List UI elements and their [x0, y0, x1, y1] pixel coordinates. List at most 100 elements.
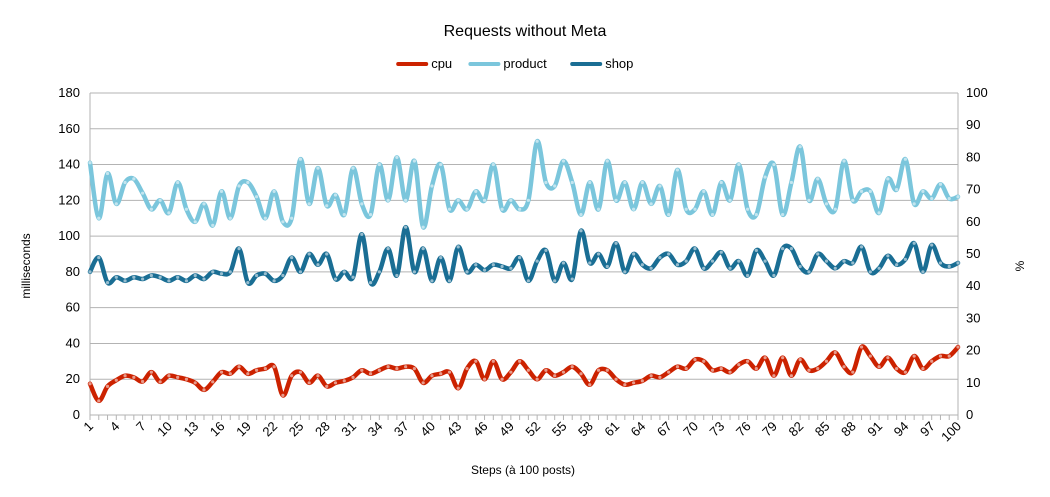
- data-point-cpu: [526, 368, 530, 372]
- data-point-shop: [667, 252, 671, 256]
- data-point-shop: [281, 273, 285, 278]
- data-point-product: [807, 198, 811, 202]
- data-point-product: [360, 202, 364, 206]
- data-point-product: [509, 198, 513, 202]
- data-point-product: [754, 213, 758, 217]
- data-point-cpu: [491, 359, 495, 363]
- data-point-shop: [535, 259, 539, 263]
- x-axis-ticks: 1 4 7 10 13 16 19 22 25 28 31 34 37 40 43 46 49 52 55 58 61 6…: [80, 415, 964, 444]
- x-tick-label: 67: [654, 419, 675, 440]
- right-axis-ticks: 0 10 20 30 40 50 60 70 80 90 100: [966, 85, 988, 422]
- data-point-product: [132, 177, 136, 181]
- series-layer: [87, 139, 961, 404]
- left-tick-label: 80: [66, 264, 80, 279]
- x-tick-label: 43: [444, 419, 465, 440]
- right-tick-label: 40: [966, 278, 980, 293]
- x-tick-label: 49: [496, 419, 517, 440]
- data-point-product: [596, 207, 601, 211]
- data-point-shop: [141, 277, 145, 281]
- data-point-cpu: [719, 367, 723, 371]
- data-point-cpu: [228, 372, 232, 376]
- data-point-shop: [491, 263, 495, 267]
- data-point-shop: [298, 270, 303, 274]
- data-point-shop: [342, 270, 346, 274]
- data-point-shop: [465, 270, 469, 274]
- data-point-product: [921, 189, 925, 193]
- data-point-product: [518, 207, 522, 211]
- data-point-shop: [430, 279, 434, 283]
- x-tick-label: 100: [938, 419, 964, 445]
- x-tick-label: 19: [233, 419, 254, 440]
- x-tick-label: 22: [259, 419, 280, 440]
- data-point-product: [193, 220, 197, 224]
- data-point-cpu: [298, 370, 303, 374]
- data-point-product: [141, 191, 145, 195]
- data-point-shop: [693, 247, 697, 251]
- data-point-shop: [596, 252, 601, 256]
- data-point-shop: [851, 261, 855, 265]
- data-point-shop: [307, 252, 311, 256]
- data-point-product: [693, 207, 697, 211]
- data-point-shop: [246, 281, 250, 285]
- data-point-product: [824, 202, 829, 206]
- data-point-shop: [842, 259, 846, 263]
- x-tick-label: 52: [522, 419, 543, 440]
- data-point-shop: [588, 261, 592, 265]
- data-point-product: [675, 168, 680, 172]
- gridlines: [89, 92, 959, 416]
- data-point-cpu: [947, 354, 951, 358]
- data-point-product: [474, 189, 478, 193]
- data-point-cpu: [868, 354, 872, 358]
- data-point-cpu: [518, 359, 522, 363]
- data-point-product: [316, 166, 320, 170]
- data-point-cpu: [833, 350, 837, 355]
- data-point-cpu: [614, 377, 618, 381]
- data-point-shop: [439, 255, 443, 260]
- legend-item-shop: shop: [570, 56, 633, 71]
- data-point-product: [886, 177, 890, 181]
- x-tick-label: 25: [286, 419, 307, 440]
- data-point-shop: [544, 248, 548, 253]
- data-point-product: [412, 159, 416, 163]
- x-tick-label: 1: [80, 419, 96, 435]
- data-point-cpu: [202, 388, 206, 392]
- data-point-cpu: [658, 375, 662, 379]
- data-point-shop: [886, 254, 890, 258]
- data-point-shop: [921, 270, 925, 274]
- data-point-shop: [824, 259, 829, 263]
- data-point-shop: [421, 247, 425, 251]
- data-point-cpu: [211, 380, 215, 384]
- left-tick-label: 100: [58, 228, 80, 243]
- data-point-cpu: [105, 384, 110, 388]
- data-point-shop: [404, 225, 408, 229]
- data-point-product: [325, 204, 329, 208]
- data-point-shop: [176, 275, 180, 279]
- data-point-shop: [105, 281, 110, 285]
- data-point-cpu: [132, 375, 136, 379]
- data-point-cpu: [877, 365, 881, 369]
- data-point-cpu: [325, 384, 329, 388]
- data-point-cpu: [114, 378, 118, 382]
- data-point-cpu: [737, 363, 741, 367]
- x-tick-label: 64: [628, 419, 649, 440]
- data-point-shop: [219, 272, 224, 276]
- right-tick-label: 20: [966, 343, 980, 358]
- series-product: [87, 139, 961, 230]
- data-point-product: [114, 202, 118, 206]
- data-point-shop: [719, 250, 723, 254]
- series-line-shop: [87, 224, 961, 287]
- data-point-product: [956, 195, 960, 199]
- data-point-product: [947, 196, 951, 201]
- right-tick-label: 30: [966, 310, 980, 325]
- left-tick-label: 60: [66, 300, 80, 315]
- data-point-shop: [263, 272, 267, 276]
- right-tick-label: 0: [966, 407, 973, 422]
- data-point-product: [903, 157, 907, 161]
- data-point-product: [561, 159, 566, 163]
- data-point-shop: [754, 248, 758, 253]
- data-point-cpu: [474, 359, 478, 363]
- data-point-cpu: [561, 370, 566, 374]
- data-point-cpu: [781, 356, 785, 360]
- data-point-cpu: [693, 358, 697, 362]
